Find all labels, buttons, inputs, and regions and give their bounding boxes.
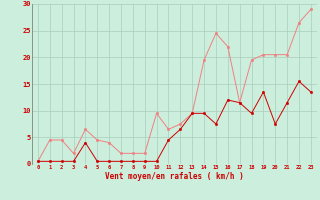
X-axis label: Vent moyen/en rafales ( km/h ): Vent moyen/en rafales ( km/h ) <box>105 172 244 181</box>
